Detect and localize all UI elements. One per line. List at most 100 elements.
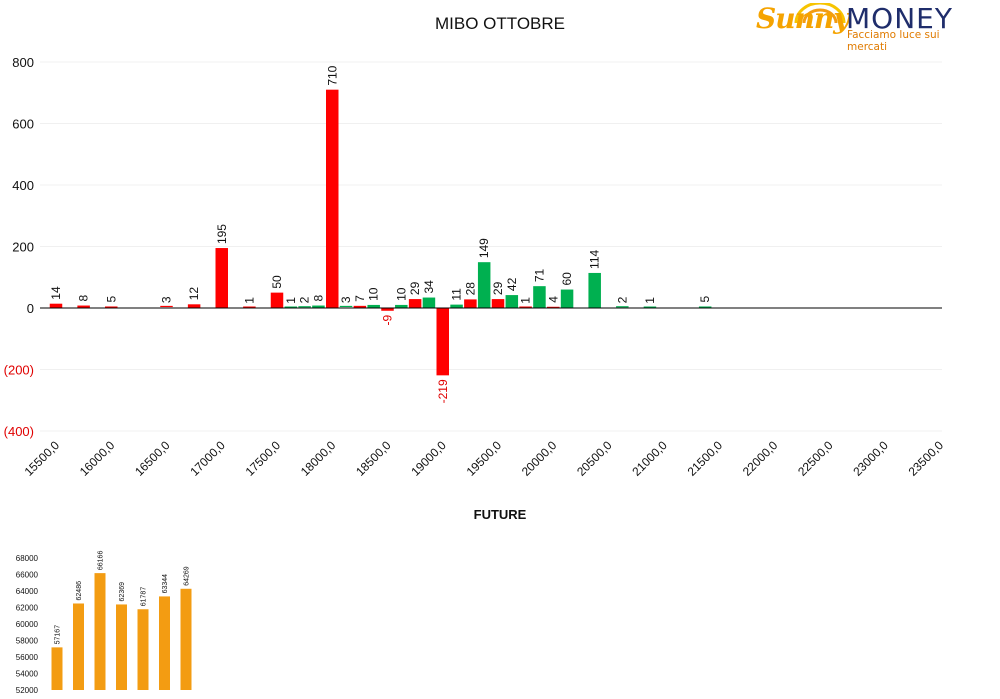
bar-value-label: 29 <box>491 281 505 295</box>
bar-value-label: 14 <box>49 286 63 300</box>
sun-icon <box>794 3 846 24</box>
future-bar-value-label: 66166 <box>98 551 105 571</box>
sunny-money-logo: Sunny MONEY Facciamo luce sui mercati <box>754 2 976 53</box>
red-bar <box>519 306 532 308</box>
bar-value-label: 149 <box>477 238 491 258</box>
bar-value-label: 5 <box>698 295 712 302</box>
bar-value-label: 2 <box>298 296 312 303</box>
logo-tagline: Facciamo luce sui mercati <box>847 29 940 53</box>
future-bar <box>180 588 192 690</box>
future-y-tick-label: 66000 <box>16 571 39 580</box>
x-tick-label: 22500,0 <box>795 438 836 479</box>
bar-value-label: 71 <box>532 268 546 282</box>
future-bar-value-label: 62369 <box>119 582 126 602</box>
bar-value-label: 12 <box>187 287 201 301</box>
future-y-tick-label: 60000 <box>16 620 39 629</box>
bar-value-label: 42 <box>505 277 519 291</box>
red-bar <box>381 308 394 311</box>
future-bar <box>159 596 170 690</box>
green-bar <box>339 305 353 308</box>
x-tick-label: 16000,0 <box>77 438 118 479</box>
future-bar <box>116 604 127 690</box>
y-tick-label: (400) <box>4 424 34 439</box>
red-bar <box>491 299 505 308</box>
future-y-tick-label: 54000 <box>16 670 39 679</box>
future-bar <box>94 573 106 690</box>
green-bar <box>560 289 574 308</box>
green-bar <box>298 306 311 308</box>
bar-value-label: 8 <box>311 295 325 302</box>
red-bar <box>464 299 477 308</box>
bar-value-label: -219 <box>436 379 450 403</box>
y-tick-label: 800 <box>12 55 34 70</box>
x-tick-label: 22000,0 <box>740 438 781 479</box>
red-bar <box>215 248 228 308</box>
bar-value-label: 34 <box>422 280 436 294</box>
red-bar <box>77 305 90 308</box>
x-tick-label: 17000,0 <box>187 438 228 479</box>
y-tick-label: 0 <box>27 301 34 316</box>
future-y-tick-label: 52000 <box>16 686 39 695</box>
red-bar <box>547 306 560 308</box>
bar-value-label: 4 <box>546 296 560 303</box>
green-bar <box>367 304 380 308</box>
bar-value-label: 10 <box>367 287 381 301</box>
green-bar <box>312 305 325 308</box>
bar-value-label: 29 <box>408 281 422 295</box>
x-tick-label: 19000,0 <box>408 438 449 479</box>
red-bar <box>408 299 422 308</box>
y-tick-label: 600 <box>12 117 34 132</box>
green-bar <box>284 306 298 308</box>
x-tick-label: 20000,0 <box>519 438 560 479</box>
bar-value-label: 10 <box>394 287 408 301</box>
logo-brand-second: MONEY <box>846 2 953 35</box>
future-y-tick-label: 56000 <box>16 653 39 662</box>
x-tick-label: 23500,0 <box>906 438 947 479</box>
future-bar <box>73 603 84 690</box>
bar-value-label: 710 <box>325 65 339 85</box>
main-chart-title: MIBO OTTOBRE <box>434 14 566 33</box>
bar-value-label: 114 <box>588 249 602 268</box>
bar-value-label: 1 <box>519 297 533 304</box>
green-bar <box>505 295 519 308</box>
x-tick-label: 23000,0 <box>850 438 891 479</box>
future-y-tick-label: 62000 <box>16 604 39 613</box>
future-bar-value-label: 64269 <box>184 566 191 586</box>
green-bar <box>616 306 629 308</box>
bar-value-label: 28 <box>463 282 477 296</box>
future-bar-value-label: 61787 <box>141 587 148 607</box>
bar-value-label: 2 <box>615 296 629 303</box>
x-tick-label: 20500,0 <box>574 438 615 479</box>
future-chart-title: FUTURE <box>473 507 527 522</box>
bar-value-label: 8 <box>77 295 91 302</box>
x-tick-label: 18500,0 <box>353 438 394 479</box>
green-bar <box>477 262 491 308</box>
logo-brand-first: Sunny <box>756 2 850 35</box>
green-bar <box>422 297 436 308</box>
red-bar <box>270 292 284 308</box>
bar-value-label: 50 <box>270 275 284 289</box>
bar-value-label: 1 <box>242 297 256 304</box>
future-chart: 68000 66000 64000 62000 60000 58000 56000 54000… <box>16 551 192 695</box>
future-bar <box>137 609 149 690</box>
future-y-tick-label: 64000 <box>16 587 39 596</box>
future-bar-value-label: 62486 <box>76 581 83 601</box>
bar-value-label: 1 <box>284 297 298 304</box>
red-bar <box>326 89 339 308</box>
x-tick-label: 17500,0 <box>243 438 284 479</box>
x-tick-label: 15500,0 <box>22 438 63 479</box>
x-tick-label: 16500,0 <box>132 438 173 479</box>
future-y-tick-label: 58000 <box>16 637 39 646</box>
green-bar <box>533 286 546 308</box>
bar-value-label: 60 <box>560 272 574 286</box>
green-bar <box>395 304 408 308</box>
future-bar <box>51 647 63 690</box>
x-tick-label: 18000,0 <box>298 438 339 479</box>
x-tick-label: 19500,0 <box>464 438 505 479</box>
green-bar <box>588 272 601 308</box>
bar-value-label: 3 <box>160 296 174 303</box>
green-bar <box>450 304 463 308</box>
red-bar <box>187 304 201 308</box>
red-bar <box>105 306 118 308</box>
